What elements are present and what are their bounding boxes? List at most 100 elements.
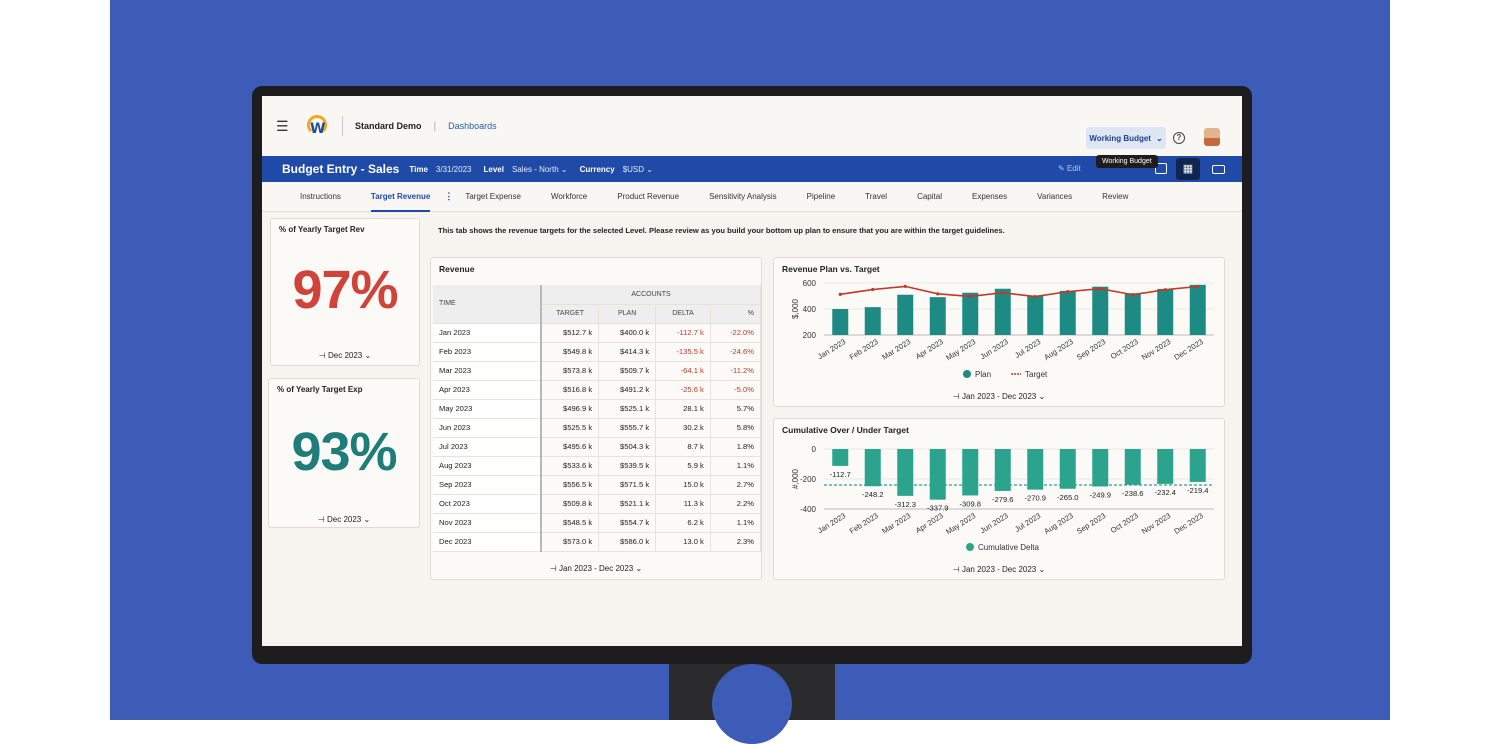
avatar[interactable] [1204, 128, 1220, 146]
table-cell: $495.6 k [541, 437, 600, 457]
table-cell: $549.8 k [541, 342, 600, 362]
plan-vs-target-period[interactable]: ⊣ Jan 2023 - Dec 2023 ⌄ [952, 392, 1046, 401]
row-time-cell: Jan 2023 [433, 323, 542, 343]
x-tick-label: Jun 2023 [979, 337, 1010, 361]
table-cell: $548.5 k [541, 513, 600, 533]
row-time-cell: Jul 2023 [433, 437, 542, 457]
plan-vs-target-title: Revenue Plan vs. Target [782, 264, 880, 274]
row-time-cell: Feb 2023 [433, 342, 542, 362]
y-tick-label: 0 [812, 445, 817, 454]
version-tooltip: Working Budget [1096, 155, 1158, 168]
point-target [903, 284, 907, 289]
camera-icon[interactable] [1155, 163, 1167, 174]
revenue-table: TIME ACCOUNTS TARGET PLAN DELTA % Jan 20… [433, 285, 762, 552]
kpi-rev-period[interactable]: ⊣ Dec 2023 ⌄ [318, 351, 372, 360]
table-row: Mar 2023 $573.8 k $509.7 k -64.1 k -11.2% [433, 361, 762, 381]
bar-cumulative-delta [864, 449, 881, 487]
tab-review[interactable]: Review [1102, 191, 1129, 201]
bar-cumulative-delta [994, 449, 1011, 491]
x-tick-label: Dec 2023 [1172, 337, 1204, 362]
bar-cumulative-delta [1059, 449, 1076, 489]
workday-logo-icon[interactable]: W [304, 113, 330, 139]
y-axis-label: #,000 [791, 468, 800, 489]
point-target [838, 292, 842, 296]
legend-label: Cumulative Delta [978, 543, 1039, 552]
table-cell: 1.1% [710, 513, 762, 533]
tab-capital[interactable]: Capital [917, 191, 942, 201]
x-tick-label: Dec 2023 [1172, 511, 1204, 536]
kpi-exp-period[interactable]: ⊣ Dec 2023 ⌄ [317, 515, 371, 524]
y-tick-label: 200 [803, 331, 817, 340]
revenue-table-period[interactable]: ⊣ Jan 2023 - Dec 2023 ⌄ [549, 564, 643, 573]
tab-expenses[interactable]: Expenses [971, 191, 1008, 201]
x-tick-label: Jun 2023 [979, 511, 1010, 535]
table-cell: $556.5 k [541, 475, 600, 495]
tab-options-icon[interactable]: ⋮ [444, 191, 454, 201]
level-label: Level [483, 164, 504, 174]
edit-button[interactable]: ✎ Edit [1058, 164, 1081, 173]
tab-target-revenue[interactable]: Target Revenue [370, 182, 431, 212]
tab-target-expense[interactable]: Target Expense [465, 191, 521, 201]
page-titlebar: Budget Entry - Sales Time 3/31/2023 Leve… [262, 156, 1242, 182]
breadcrumb-dashboards[interactable]: Dashboards [448, 121, 497, 131]
x-tick-label: Nov 2023 [1140, 511, 1172, 536]
table-row: Oct 2023 $509.8 k $521.1 k 11.3 k 2.2% [433, 494, 762, 514]
level-value: Sales - North [511, 164, 559, 174]
table-row: Aug 2023 $533.6 k $539.5 k 5.9 k 1.1% [433, 456, 762, 476]
bar-cumulative-delta [832, 449, 849, 466]
data-label: -270.9 [1024, 494, 1046, 503]
bar-cumulative-delta [897, 449, 914, 496]
help-icon[interactable]: ? [1173, 132, 1185, 144]
tab-instructions[interactable]: Instructions [300, 191, 341, 201]
legend-swatch [966, 543, 974, 551]
table-row: Jan 2023 $512.7 k $400.0 k -112.7 k -22.0% [433, 323, 762, 343]
revenue-table-body: Jan 2023 $512.7 k $400.0 k -112.7 k -22.0% Fe… [433, 323, 762, 552]
org-name: Standard Demo [355, 121, 422, 131]
video-icon[interactable] [1212, 165, 1225, 174]
table-cell: $516.8 k [541, 380, 600, 400]
cumulative-period[interactable]: ⊣ Jan 2023 - Dec 2023 ⌄ [952, 565, 1046, 574]
page-title: Budget Entry - Sales [282, 162, 400, 176]
bar-plan [1027, 295, 1044, 335]
time-selector[interactable]: 3/31/2023 [435, 164, 472, 174]
table-cell: $525.1 k [598, 399, 657, 419]
tab-workforce[interactable]: Workforce [550, 191, 588, 201]
grid-view-icon[interactable]: ▦ [1176, 158, 1200, 180]
app-screen: ☰ W Standard Demo | Dashboards Working B… [262, 96, 1242, 646]
data-label: -309.8 [959, 499, 981, 508]
x-tick-label: Sep 2023 [1075, 337, 1107, 362]
breadcrumb-separator: | [433, 120, 437, 132]
menu-icon[interactable]: ☰ [276, 117, 289, 134]
bar-plan [1189, 284, 1206, 335]
version-dropdown[interactable]: Working Budget ⌄ [1086, 127, 1166, 149]
x-tick-label: Mar 2023 [880, 511, 912, 536]
chevron-down-icon: ⌄ [1155, 133, 1163, 143]
table-row: Dec 2023 $573.0 k $586.0 k 13.0 k 2.3% [433, 532, 762, 552]
cumulative-card: Cumulative Over / Under Target 0 -200 -400… [773, 418, 1225, 580]
tab-variances[interactable]: Variances [1037, 191, 1073, 201]
table-cell: -64.1 k [655, 361, 711, 381]
tab-pipeline[interactable]: Pipeline [806, 191, 836, 201]
tab-travel[interactable]: Travel [865, 191, 888, 201]
bar-cumulative-delta [1157, 449, 1174, 484]
data-label: -337.9 [927, 504, 949, 513]
table-cell: $400.0 k [598, 323, 657, 343]
table-cell: 6.2 k [655, 513, 711, 533]
table-cell: $554.7 k [598, 513, 657, 533]
data-label: -112.7 [830, 470, 851, 479]
table-cell: 2.7% [710, 475, 762, 495]
bar-plan [864, 307, 881, 335]
table-cell: $496.9 k [541, 399, 600, 419]
currency-selector[interactable]: $USD ⌄ [622, 164, 653, 174]
x-tick-label: Oct 2023 [1109, 337, 1140, 361]
tab-product-revenue[interactable]: Product Revenue [617, 191, 680, 201]
intro-text: This tab shows the revenue targets for t… [438, 226, 1005, 235]
level-selector[interactable]: Sales - North ⌄ [511, 164, 568, 174]
row-time-cell: Sep 2023 [433, 475, 542, 495]
table-cell: $504.3 k [598, 437, 657, 457]
x-tick-label: Jul 2023 [1013, 511, 1042, 534]
point-target [1196, 284, 1200, 289]
table-cell: 11.3 k [655, 494, 711, 514]
bar-plan [1124, 293, 1141, 335]
tab-sensitivity-analysis[interactable]: Sensitivity Analysis [709, 191, 777, 201]
